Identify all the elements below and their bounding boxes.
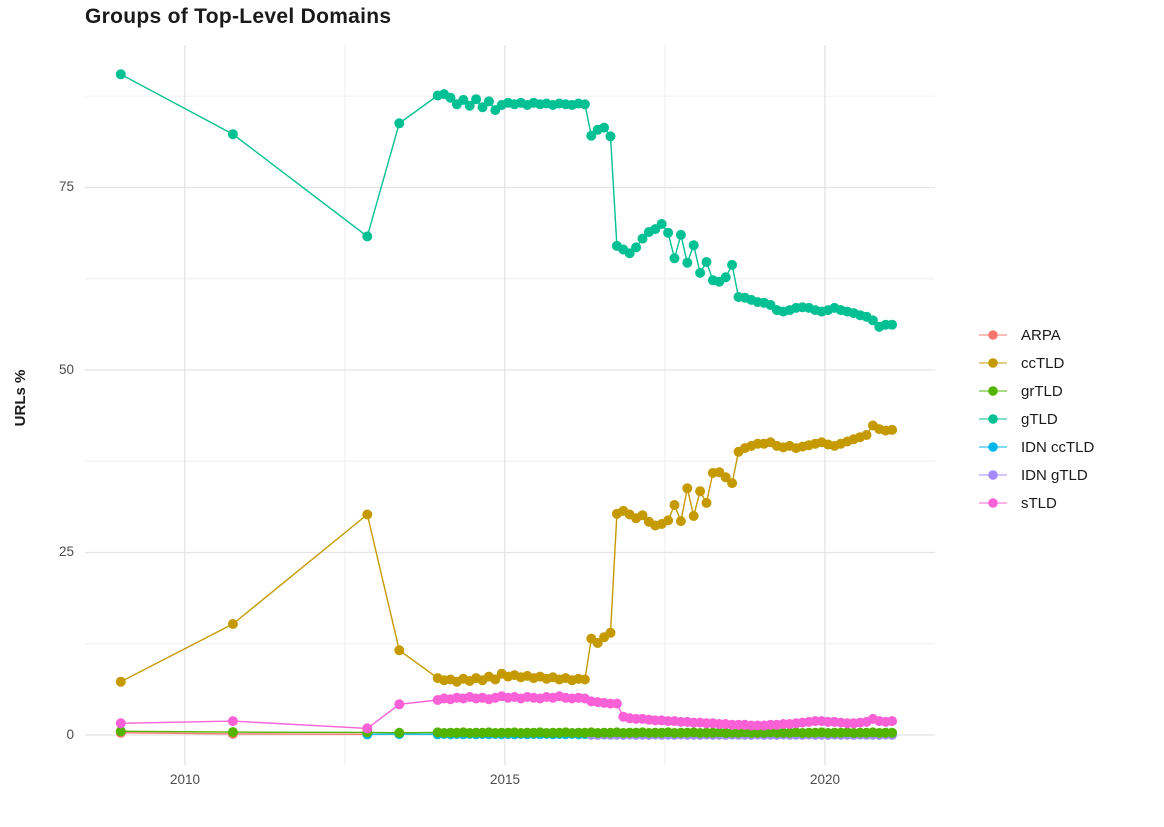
y-tick-0: 0 (66, 727, 74, 742)
series-gtld (115, 69, 898, 332)
y-axis-title: URLs % (12, 369, 29, 427)
legend-item-stld: sTLD (978, 489, 1094, 517)
legend-label: IDN ccTLD (1021, 438, 1095, 456)
legend-label: gTLD (1021, 410, 1058, 428)
legend-label: grTLD (1021, 382, 1063, 400)
legend-label: ccTLD (1021, 354, 1065, 372)
x-tick-2010: 2010 (169, 772, 201, 787)
y-tick-75: 75 (58, 179, 74, 194)
legend-key-icon (979, 498, 1007, 508)
legend-item-idn-cctld: IDN ccTLD (978, 433, 1094, 461)
legend-key-icon (979, 358, 1007, 368)
chart-title: Groups of Top-Level Domains (85, 5, 392, 28)
x-tick-2020: 2020 (809, 772, 841, 787)
legend-item-gtld: gTLD (978, 405, 1094, 433)
y-tick-25: 25 (58, 544, 74, 559)
series-grtld (115, 726, 898, 738)
legend-key-icon (979, 442, 1007, 452)
x-tick-2015: 2015 (489, 772, 521, 787)
series-arpa (115, 727, 373, 740)
legend-label: ARPA (1021, 326, 1061, 344)
series-cctld (115, 420, 898, 687)
gridlines-minor (85, 45, 935, 765)
gridlines-major (85, 45, 935, 765)
legend-label: IDN gTLD (1021, 466, 1088, 484)
legend: ARPA ccTLD grTLD gTLD IDN ccTLD IDN gTLD… (978, 321, 1094, 517)
y-tick-50: 50 (58, 362, 74, 377)
legend-item-cctld: ccTLD (978, 349, 1094, 377)
legend-key-icon (979, 414, 1007, 424)
legend-key-icon (979, 330, 1007, 340)
legend-key-icon (979, 386, 1007, 396)
legend-label: sTLD (1021, 494, 1057, 512)
legend-item-arpa: ARPA (978, 321, 1094, 349)
legend-item-grtld: grTLD (978, 377, 1094, 405)
legend-key-icon (979, 470, 1007, 480)
series-stld (115, 691, 898, 734)
legend-item-idn-gtld: IDN gTLD (978, 461, 1094, 489)
